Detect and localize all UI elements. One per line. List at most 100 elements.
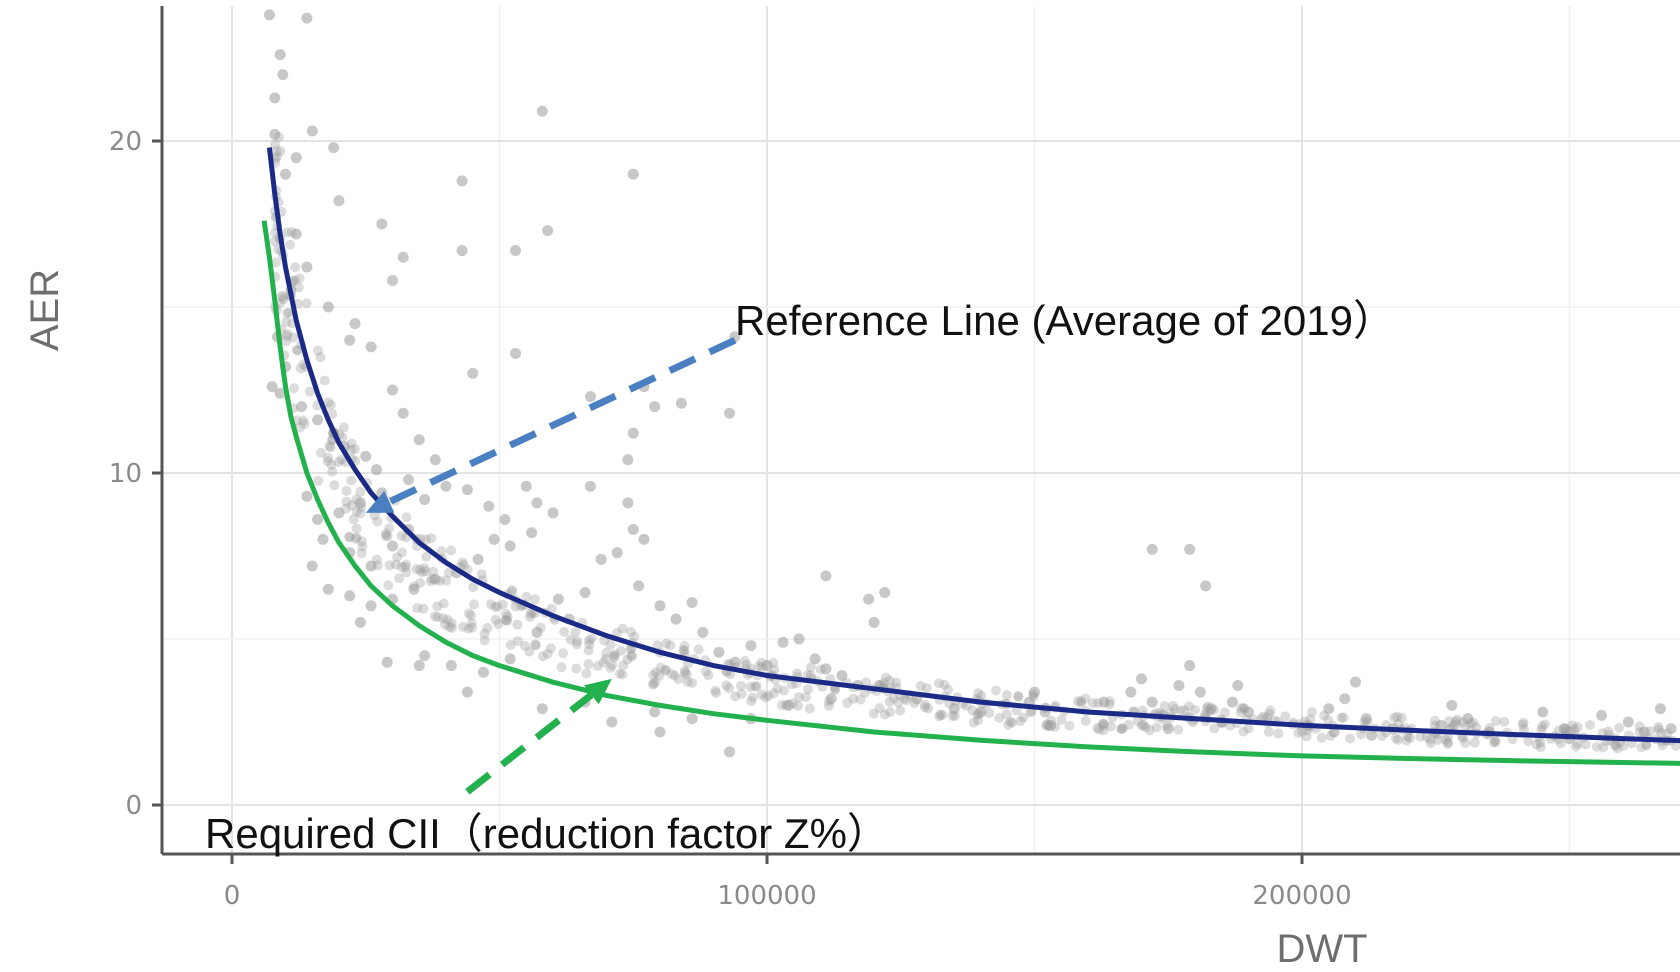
scatter-point (526, 527, 537, 538)
scatter-point (489, 534, 500, 545)
scatter-point (1443, 739, 1453, 749)
scatter-point (531, 640, 541, 650)
scatter-point (616, 646, 626, 656)
scatter-point (366, 600, 377, 611)
scatter-point (355, 617, 366, 628)
scatter-point (352, 524, 362, 534)
scatter-point (617, 670, 627, 680)
scatter-point (1540, 719, 1550, 729)
scatter-point (530, 594, 540, 604)
scatter-point (537, 703, 548, 714)
scatter-point (806, 662, 816, 672)
scatter-point (464, 624, 474, 634)
scatter-point (360, 451, 371, 462)
scatter-point (409, 581, 419, 591)
scatter-point (277, 69, 288, 80)
scatter-point (559, 627, 569, 637)
scatter-point (483, 501, 494, 512)
scatter-point (1489, 737, 1499, 747)
scatter-point (855, 695, 865, 705)
scatter-point (328, 142, 339, 153)
scatter-point (1452, 719, 1462, 729)
scatter-point (344, 532, 354, 542)
scatter-point (1209, 705, 1219, 715)
scatter-point (939, 680, 949, 690)
scatter-point (1623, 717, 1634, 728)
scatter-point (778, 637, 789, 648)
scatter-point (326, 400, 336, 410)
scatter-point (312, 514, 323, 525)
scatter-point (1339, 693, 1350, 704)
scatter-point (710, 686, 720, 696)
scatter-point (478, 667, 489, 678)
scatter-point (344, 335, 355, 346)
scatter-point (674, 674, 684, 684)
scatter-point (1391, 733, 1401, 743)
scatter-point (1244, 723, 1254, 733)
reference-line-annotation: Reference Line (Average of 2019） (735, 297, 1395, 344)
scatter-point (584, 645, 594, 655)
scatter-point (357, 548, 367, 558)
scatter-point (991, 686, 1001, 696)
scatter-point (1572, 739, 1582, 749)
scatter-point (441, 481, 452, 492)
scatter-point (307, 560, 318, 571)
scatter-point (462, 484, 473, 495)
scatter-point (1073, 696, 1083, 706)
scatter-point (376, 219, 387, 230)
x-axis-title: DWT (1276, 927, 1367, 971)
scatter-point (536, 623, 546, 633)
scatter-point (1468, 718, 1478, 728)
scatter-point (291, 152, 302, 163)
y-tick-label: 20 (109, 127, 142, 157)
scatter-point (300, 419, 310, 429)
scatter-point (538, 651, 548, 661)
scatter-point (1317, 733, 1327, 743)
scatter-point (1184, 544, 1195, 555)
scatter-point (467, 368, 478, 379)
scatter-point (323, 302, 334, 313)
scatter-point (553, 594, 564, 605)
scatter-point (793, 701, 803, 711)
scatter-point (1195, 687, 1206, 698)
scatter-point (502, 616, 512, 626)
scatter-point (427, 574, 437, 584)
scatter-point (585, 481, 596, 492)
scatter-point (385, 560, 395, 570)
scatter-point (922, 683, 932, 693)
scatter-point (1446, 700, 1457, 711)
scatter-point (676, 398, 687, 409)
scatter-point (537, 106, 548, 117)
scatter-point (1173, 680, 1184, 691)
scatter-point (333, 457, 343, 467)
scatter-point (713, 647, 724, 658)
scatter-point (745, 640, 756, 651)
scatter-point (342, 486, 352, 496)
scatter-point (272, 146, 282, 156)
scatter-point (697, 627, 708, 638)
scatter-point (730, 691, 740, 701)
scatter-point (307, 126, 318, 137)
scatter-point (1081, 716, 1091, 726)
scatter-point (984, 708, 994, 718)
scatter-point (512, 620, 522, 630)
scatter-point (1280, 711, 1290, 721)
scatter-point (885, 697, 895, 707)
scatter-point (372, 516, 382, 526)
scatter-point (772, 684, 782, 694)
scatter-point (805, 703, 815, 713)
scatter-point (382, 657, 393, 668)
scatter-point (1147, 544, 1158, 555)
scatter-point (628, 428, 639, 439)
scatter-point (493, 619, 503, 629)
scatter-point (510, 348, 521, 359)
scatter-point (622, 454, 633, 465)
scatter-point (794, 634, 805, 645)
scatter-point (736, 681, 746, 691)
scatter-point (1015, 716, 1025, 726)
scatter-point (581, 668, 591, 678)
scatter-point (1007, 718, 1017, 728)
scatter-point (1345, 734, 1355, 744)
scatter-point (1319, 711, 1329, 721)
scatter-point (879, 587, 890, 598)
